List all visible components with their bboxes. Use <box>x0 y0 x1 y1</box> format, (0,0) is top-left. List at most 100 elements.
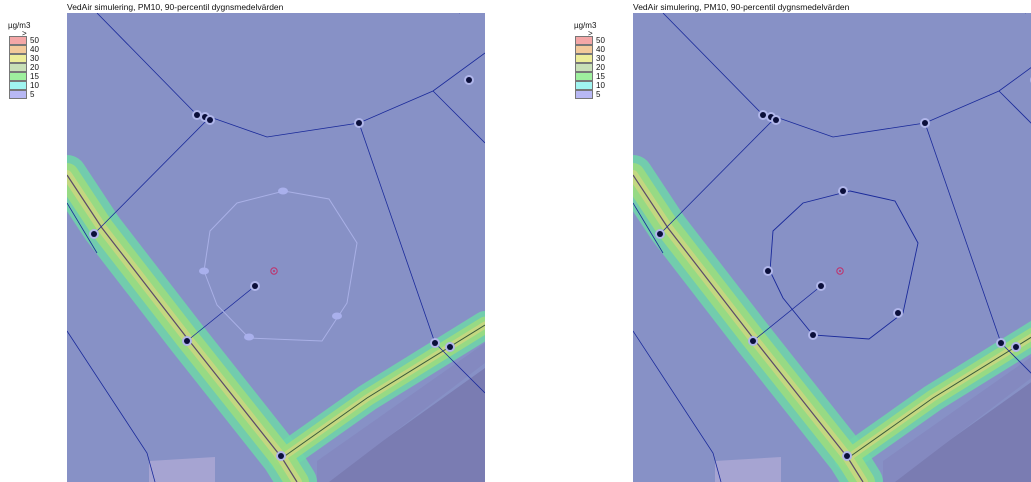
legend-item: 15 <box>8 72 56 81</box>
network-line <box>752 285 822 342</box>
network-line <box>662 13 764 116</box>
node <box>356 120 362 126</box>
legend-item: 20 <box>8 63 56 72</box>
receptor-node <box>895 310 901 316</box>
legend-swatch <box>575 36 593 45</box>
receptor-node-inactive <box>332 312 342 320</box>
network-line <box>633 202 664 254</box>
node <box>432 340 438 346</box>
node <box>278 453 284 459</box>
legend-value: 30 <box>30 54 39 63</box>
legend-item: 5 <box>8 90 56 99</box>
node <box>91 231 97 237</box>
node <box>750 338 756 344</box>
receptor-node-inactive <box>244 333 254 341</box>
legend-swatch <box>9 90 27 99</box>
legend-value: 50 <box>596 36 605 45</box>
legend-value: 5 <box>30 90 35 99</box>
node <box>194 112 200 118</box>
network-line <box>924 122 1002 344</box>
legend-value: 20 <box>30 63 39 72</box>
receptor-node-inactive <box>278 187 288 195</box>
legend-item: 40 <box>8 45 56 54</box>
network-line <box>659 116 777 235</box>
legend-item: 30 <box>8 54 56 63</box>
node <box>252 283 258 289</box>
legend-swatch <box>9 45 27 54</box>
legend-item: 5 <box>574 90 622 99</box>
network-line <box>1000 342 1031 374</box>
legend-top-marker: > <box>22 29 27 38</box>
node <box>1013 344 1019 350</box>
legend-unit: µg/m3 <box>574 21 597 30</box>
receptor-node <box>840 188 846 194</box>
map-canvas[interactable] <box>633 13 1031 482</box>
map-panel-left: VedAir simulering, PM10, 90-percentil dy… <box>0 0 486 482</box>
legend-value: 10 <box>30 81 39 90</box>
legend-item: 15 <box>574 72 622 81</box>
legend-item: 10 <box>574 81 622 90</box>
node <box>773 117 779 123</box>
legend-rows: 50 40 30 20 15 10 5 <box>8 36 56 99</box>
legend-swatch <box>575 81 593 90</box>
building-block <box>883 357 1031 482</box>
node <box>447 344 453 350</box>
map-svg <box>67 13 485 482</box>
map-svg <box>633 13 1031 482</box>
legend-value: 40 <box>596 45 605 54</box>
legend-swatch <box>9 81 27 90</box>
legend-value: 15 <box>30 72 39 81</box>
legend-swatch <box>575 54 593 63</box>
legend-swatch <box>9 72 27 81</box>
legend-item: 10 <box>8 81 56 90</box>
legend-item: 50 <box>8 36 56 45</box>
node <box>922 120 928 126</box>
legend-swatch <box>9 54 27 63</box>
receptor-node-inactive <box>199 267 209 275</box>
network-line <box>96 13 198 116</box>
node <box>657 231 663 237</box>
node <box>466 77 472 83</box>
source-marker-center <box>273 270 275 272</box>
network-line <box>186 285 256 342</box>
network-line <box>432 90 485 144</box>
legend-swatch <box>575 45 593 54</box>
legend-swatch <box>575 90 593 99</box>
source-marker <box>836 267 844 275</box>
legend-value: 15 <box>596 72 605 81</box>
node <box>760 112 766 118</box>
network-line <box>358 122 436 344</box>
map-title: VedAir simulering, PM10, 90-percentil dy… <box>633 2 850 12</box>
network-line <box>998 90 1031 124</box>
source-marker-center <box>839 270 841 272</box>
node <box>818 283 824 289</box>
legend-item: 20 <box>574 63 622 72</box>
legend-value: 50 <box>30 36 39 45</box>
node <box>844 453 850 459</box>
legend-swatch <box>575 63 593 72</box>
network-line <box>93 116 211 235</box>
legend-unit: µg/m3 <box>8 21 31 30</box>
node <box>207 117 213 123</box>
map-canvas[interactable] <box>67 13 485 482</box>
legend-value: 20 <box>596 63 605 72</box>
legend-value: 10 <box>596 81 605 90</box>
legend-value: 30 <box>596 54 605 63</box>
legend-swatch <box>9 63 27 72</box>
legend-swatch <box>9 36 27 45</box>
network-line <box>434 342 485 394</box>
node <box>998 340 1004 346</box>
building-block <box>317 343 485 482</box>
node <box>184 338 190 344</box>
legend-value: 5 <box>596 90 601 99</box>
receptor-node <box>765 268 771 274</box>
legend-item: 50 <box>574 36 622 45</box>
legend-item: 40 <box>574 45 622 54</box>
building-block <box>149 457 215 482</box>
map-title: VedAir simulering, PM10, 90-percentil dy… <box>67 2 284 12</box>
legend-value: 40 <box>30 45 39 54</box>
network-line <box>67 330 156 482</box>
legend-item: 30 <box>574 54 622 63</box>
map-panel-right: VedAir simulering, PM10, 90-percentil dy… <box>566 0 1031 482</box>
network-line <box>633 330 722 482</box>
